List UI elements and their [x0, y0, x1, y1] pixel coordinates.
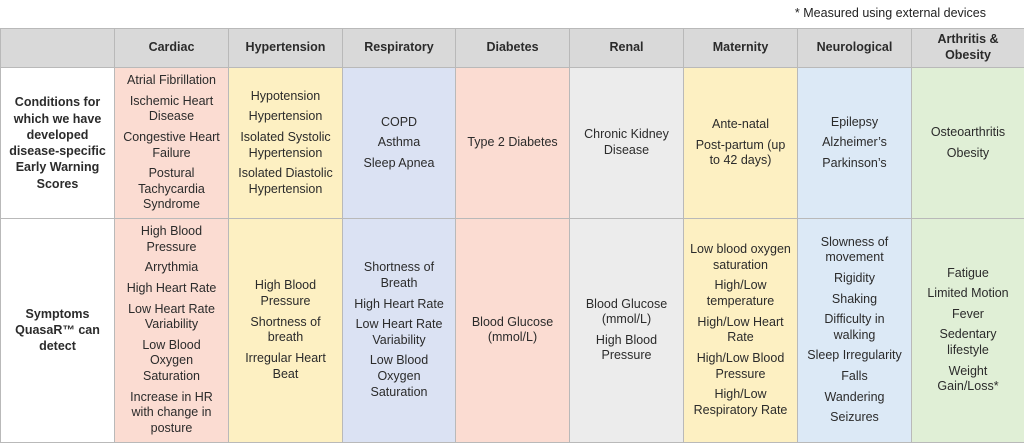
- cell-symptoms-renal: Blood Glucose (mmol/L) High Blood Pressur…: [570, 219, 684, 443]
- list-item: Hypertension: [235, 109, 336, 125]
- list-item: Type 2 Diabetes: [462, 135, 563, 151]
- list-item: Epilepsy: [804, 115, 905, 131]
- column-header-diabetes: Diabetes: [456, 29, 570, 68]
- list-item: Post-partum (up to 42 days): [690, 138, 791, 169]
- list-item: Sedentary lifestyle: [918, 327, 1018, 358]
- cell-symptoms-arthritis-obesity: Fatigue Limited Motion Fever Sedentary life…: [912, 219, 1024, 443]
- footnote: * Measured using external devices: [795, 6, 986, 20]
- cell-symptoms-cardiac: High Blood Pressure Arrythmia High Heart R…: [115, 219, 229, 443]
- list-item: Limited Motion: [918, 286, 1018, 302]
- column-header-arthritis-obesity: Arthritis & Obesity: [912, 29, 1024, 68]
- list-item: Low blood oxygen saturation: [690, 242, 791, 273]
- cell-symptoms-respiratory: Shortness of Breath High Heart Rate Low He…: [343, 219, 456, 443]
- list-item: Asthma: [349, 135, 449, 151]
- cell-conditions-renal: Chronic Kidney Disease: [570, 68, 684, 219]
- list-item: High/Low temperature: [690, 278, 791, 309]
- list-item: Isolated Diastolic Hypertension: [235, 166, 336, 197]
- column-header-maternity: Maternity: [684, 29, 798, 68]
- list-item: Seizures: [804, 410, 905, 426]
- list-item: Rigidity: [804, 271, 905, 287]
- list-item: Weight Gain/Loss*: [918, 364, 1018, 395]
- list-item: High/Low Heart Rate: [690, 315, 791, 346]
- list-item: High Heart Rate: [349, 297, 449, 313]
- list-item: COPD: [349, 115, 449, 131]
- column-header-respiratory: Respiratory: [343, 29, 456, 68]
- conditions-table: Cardiac Hypertension Respiratory Diabete…: [0, 28, 1024, 443]
- list-item: Isolated Systolic Hypertension: [235, 130, 336, 161]
- cell-conditions-neurological: Epilepsy Alzheimer’s Parkinson’s: [798, 68, 912, 219]
- list-item: High Blood Pressure: [576, 333, 677, 364]
- list-item: Alzheimer’s: [804, 135, 905, 151]
- list-item: Low Heart Rate Variability: [349, 317, 449, 348]
- list-item: Low Blood Oxygen Saturation: [349, 353, 449, 400]
- list-item: Fatigue: [918, 266, 1018, 282]
- list-item: Ante-natal: [690, 117, 791, 133]
- list-item: Fever: [918, 307, 1018, 323]
- list-item: Irregular Heart Beat: [235, 351, 336, 382]
- column-header-neurological: Neurological: [798, 29, 912, 68]
- list-item: Parkinson’s: [804, 156, 905, 172]
- cell-conditions-respiratory: COPD Asthma Sleep Apnea: [343, 68, 456, 219]
- cell-symptoms-maternity: Low blood oxygen saturation High/Low temp…: [684, 219, 798, 443]
- list-item: Difficulty in walking: [804, 312, 905, 343]
- list-item: Wandering: [804, 390, 905, 406]
- column-header-cardiac: Cardiac: [115, 29, 229, 68]
- list-item: Falls: [804, 369, 905, 385]
- list-item: Shortness of breath: [235, 315, 336, 346]
- list-item: High/Low Respiratory Rate: [690, 387, 791, 418]
- table-row-symptoms: Symptoms QuasaR™ can detect High Blood P…: [1, 219, 1024, 443]
- list-item: Postural Tachycardia Syndrome: [121, 166, 222, 213]
- column-header-hypertension: Hypertension: [229, 29, 343, 68]
- column-header-renal: Renal: [570, 29, 684, 68]
- row-header-symptoms: Symptoms QuasaR™ can detect: [1, 219, 115, 443]
- list-item: Low Blood Oxygen Saturation: [121, 338, 222, 385]
- list-item: Blood Glucose (mmol/L): [576, 297, 677, 328]
- cell-conditions-diabetes: Type 2 Diabetes: [456, 68, 570, 219]
- list-item: Low Heart Rate Variability: [121, 302, 222, 333]
- list-item: Arrythmia: [121, 260, 222, 276]
- cell-symptoms-diabetes: Blood Glucose (mmol/L): [456, 219, 570, 443]
- corner-cell: [1, 29, 115, 68]
- list-item: Osteoarthritis: [918, 125, 1018, 141]
- list-item: Atrial Fibrillation: [121, 73, 222, 89]
- cell-conditions-maternity: Ante-natal Post-partum (up to 42 days): [684, 68, 798, 219]
- list-item: Hypotension: [235, 89, 336, 105]
- list-item: Slowness of movement: [804, 235, 905, 266]
- list-item: Sleep Irregularity: [804, 348, 905, 364]
- table-row-conditions: Conditions for which we have developed d…: [1, 68, 1024, 219]
- row-header-conditions: Conditions for which we have developed d…: [1, 68, 115, 219]
- list-item: High/Low Blood Pressure: [690, 351, 791, 382]
- list-item: Sleep Apnea: [349, 156, 449, 172]
- list-item: High Blood Pressure: [121, 224, 222, 255]
- list-item: Ischemic Heart Disease: [121, 94, 222, 125]
- list-item: High Heart Rate: [121, 281, 222, 297]
- list-item: Congestive Heart Failure: [121, 130, 222, 161]
- list-item: Blood Glucose (mmol/L): [462, 315, 563, 346]
- cell-conditions-arthritis-obesity: Osteoarthritis Obesity: [912, 68, 1024, 219]
- cell-symptoms-neurological: Slowness of movement Rigidity Shaking Diffi…: [798, 219, 912, 443]
- list-item: Shortness of Breath: [349, 260, 449, 291]
- cell-symptoms-hypertension: High Blood Pressure Shortness of breath Ir…: [229, 219, 343, 443]
- list-item: High Blood Pressure: [235, 278, 336, 309]
- header-row: Cardiac Hypertension Respiratory Diabete…: [1, 29, 1024, 68]
- cell-conditions-hypertension: Hypotension Hypertension Isolated Systolic…: [229, 68, 343, 219]
- list-item: Increase in HR with change in posture: [121, 390, 222, 437]
- cell-conditions-cardiac: Atrial Fibrillation Ischemic Heart Diseas…: [115, 68, 229, 219]
- list-item: Obesity: [918, 146, 1018, 162]
- list-item: Shaking: [804, 292, 905, 308]
- list-item: Chronic Kidney Disease: [576, 127, 677, 158]
